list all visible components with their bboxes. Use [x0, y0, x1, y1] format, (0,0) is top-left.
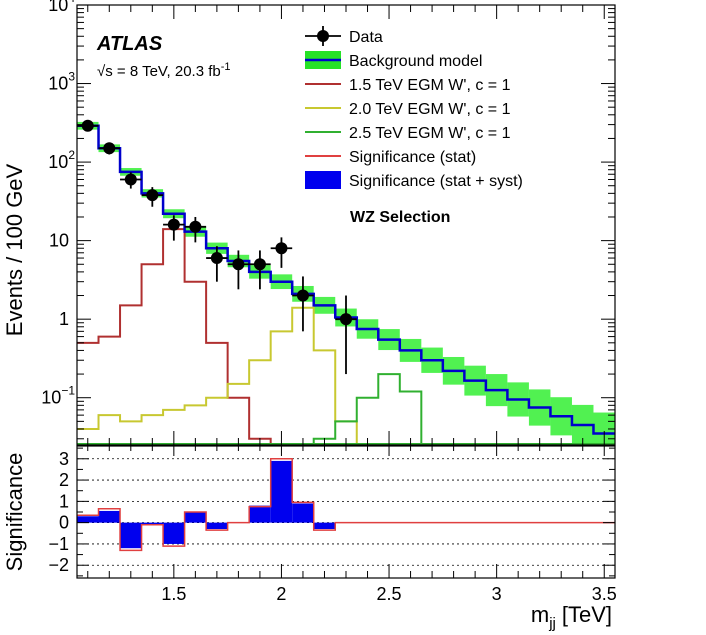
significance-stat-syst-bar	[270, 460, 293, 523]
ratio-frame	[76, 445, 616, 579]
significance-stat-syst-bar	[120, 522, 142, 549]
main-plot-area	[77, 119, 615, 445]
signal-curve-2	[77, 306, 379, 445]
x-tick-label: 3	[492, 584, 502, 604]
legend-entry: 2.0 TeV EGM W', c = 1	[305, 101, 511, 118]
selection-label: WZ Selection	[350, 209, 450, 226]
signal-curve-3	[292, 373, 443, 445]
ratio-y-axis-title: Significance	[2, 453, 27, 572]
legend-entry: Significance (stat + syst)	[305, 171, 523, 190]
legend-entry: Background model	[305, 51, 482, 70]
data-point	[189, 220, 202, 233]
significance-stat-syst-bar	[292, 503, 314, 523]
significance-stat-syst-bar	[77, 516, 99, 523]
data-point	[232, 258, 245, 271]
x-tick-label: 3.5	[592, 584, 617, 604]
x-tick-label: 2.5	[377, 584, 402, 604]
experiment-label: ATLAS	[96, 33, 163, 55]
legend-label: Significance (stat)	[349, 149, 476, 166]
x-tick-label: 2	[276, 584, 286, 604]
energy-luminosity-label: √s = 8 TeV, 20.3 fb-1	[97, 61, 231, 80]
legend-fill-swatch	[305, 171, 341, 189]
significance-stat-syst-bar	[184, 512, 207, 523]
significance-stat-syst-bar	[141, 522, 164, 525]
data-point	[275, 242, 288, 255]
legend-entry: Data	[305, 26, 383, 46]
significance-stat-syst-bar	[249, 505, 271, 523]
y-axis-title: Events / 100 GeV	[2, 163, 27, 336]
data-point	[210, 252, 223, 265]
significance-stat-syst-bar	[163, 522, 185, 544]
legend-label: 2.5 TeV EGM W', c = 1	[349, 125, 511, 142]
background-model-line	[77, 124, 615, 435]
ratio-y-tick-label: −2	[48, 555, 69, 575]
y-tick-label: 10−1	[41, 384, 75, 408]
ratio-plot-area	[77, 458, 615, 566]
x-axis-title: mjj [TeV]	[531, 602, 612, 632]
legend-label: 1.5 TeV EGM W', c = 1	[349, 77, 511, 94]
y-tick-label: 102	[48, 148, 75, 172]
background-uncertainty-band-bin	[593, 412, 615, 445]
significance-stat-syst-bar	[313, 522, 336, 530]
ratio-y-tick-label: 2	[59, 470, 69, 490]
signal-curve-1	[77, 228, 293, 445]
data-point	[81, 119, 94, 132]
significance-stat-line	[77, 458, 615, 552]
legend-entry: 1.5 TeV EGM W', c = 1	[305, 77, 511, 94]
data-point	[146, 189, 159, 202]
main-panel: 10410310210110−1	[41, 0, 616, 446]
legend-entry: Significance (stat)	[305, 149, 476, 166]
y-tick-label: 104	[48, 0, 75, 15]
y-tick-label: 103	[48, 70, 75, 94]
legend-label: Background model	[349, 53, 482, 70]
legend-data-marker	[317, 30, 329, 42]
significance-stat-syst-bar	[206, 522, 228, 530]
legend-entry: 2.5 TeV EGM W', c = 1	[305, 125, 511, 142]
ratio-y-tick-label: 0	[59, 513, 69, 533]
y-tick-label: 1	[59, 309, 69, 329]
data-point	[103, 142, 116, 155]
legend-label: 2.0 TeV EGM W', c = 1	[349, 101, 511, 118]
data-point	[124, 173, 137, 186]
y-tick-label: 10	[49, 231, 69, 251]
data-point	[340, 313, 352, 326]
legend-label: Data	[349, 29, 383, 46]
ratio-y-tick-label: 1	[59, 491, 69, 511]
data-point	[296, 289, 309, 302]
data-point	[167, 218, 180, 231]
legend-label: Significance (stat + syst)	[349, 173, 523, 190]
x-tick-label: 1.5	[161, 584, 186, 604]
ratio-y-tick-label: 3	[59, 449, 69, 469]
legend: Data Background model 1.5 TeV EGM W', c = …	[305, 26, 523, 190]
significance-stat-syst-bar	[98, 510, 121, 523]
data-point	[253, 258, 266, 271]
ratio-y-tick-label: −1	[48, 534, 69, 554]
